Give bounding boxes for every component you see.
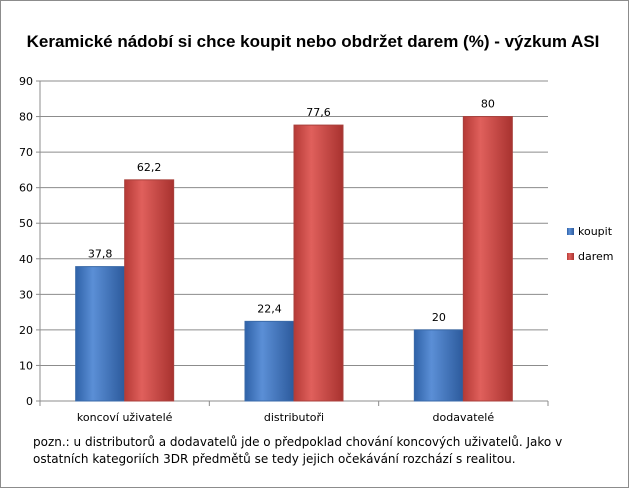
x-category-label: koncoví uživatelé bbox=[77, 411, 173, 424]
data-label-darem: 62,2 bbox=[137, 161, 162, 174]
legend-label-darem: darem bbox=[578, 250, 614, 263]
axes: 0 10 20 30 40 50 60 70 80 90 koncoví uživatelé dist… bbox=[19, 75, 549, 424]
bar-darem bbox=[293, 124, 344, 402]
y-tick-label: 50 bbox=[19, 217, 33, 230]
footnote-line-2: ostatních kategoriích 3DR předmětů se te… bbox=[33, 452, 516, 466]
data-label-koupit: 37,8 bbox=[88, 248, 113, 261]
footnote-line-1: pozn.: u distributorů a dodavatelů jde o… bbox=[33, 435, 563, 449]
y-tick-label: 60 bbox=[19, 182, 33, 195]
data-label-koupit: 22,4 bbox=[257, 302, 282, 315]
x-category-label: dodavatelé bbox=[433, 411, 495, 424]
legend-swatch-koupit bbox=[567, 228, 574, 235]
x-category-label: distributoři bbox=[264, 411, 324, 424]
y-tick-label: 20 bbox=[19, 324, 33, 337]
legend-swatch-darem bbox=[567, 253, 574, 260]
bar-darem bbox=[462, 116, 513, 402]
y-tick-label: 10 bbox=[19, 359, 33, 372]
y-tick-label: 70 bbox=[19, 146, 33, 159]
data-labels: 37,8 62,2 22,4 77,6 20 80 bbox=[88, 98, 495, 324]
bar-koupit bbox=[413, 329, 464, 402]
y-tick-label: 90 bbox=[19, 75, 33, 88]
y-tick-label: 80 bbox=[19, 111, 33, 124]
y-tick-label: 40 bbox=[19, 253, 33, 266]
bar-koupit bbox=[75, 266, 126, 402]
footnote: pozn.: u distributorů a dodavatelů jde o… bbox=[33, 434, 573, 468]
data-label-koupit: 20 bbox=[432, 311, 446, 324]
bar-darem bbox=[124, 179, 175, 402]
y-tick-label: 30 bbox=[19, 288, 33, 301]
bar-koupit bbox=[244, 320, 295, 402]
bars bbox=[75, 116, 513, 402]
chart-title: Keramické nádobí si chce koupit nebo obd… bbox=[27, 32, 600, 51]
legend: koupit darem bbox=[567, 225, 614, 263]
legend-label-koupit: koupit bbox=[578, 225, 613, 238]
data-label-darem: 77,6 bbox=[306, 106, 331, 119]
y-tick-label: 0 bbox=[26, 395, 33, 408]
data-label-darem: 80 bbox=[481, 98, 495, 111]
